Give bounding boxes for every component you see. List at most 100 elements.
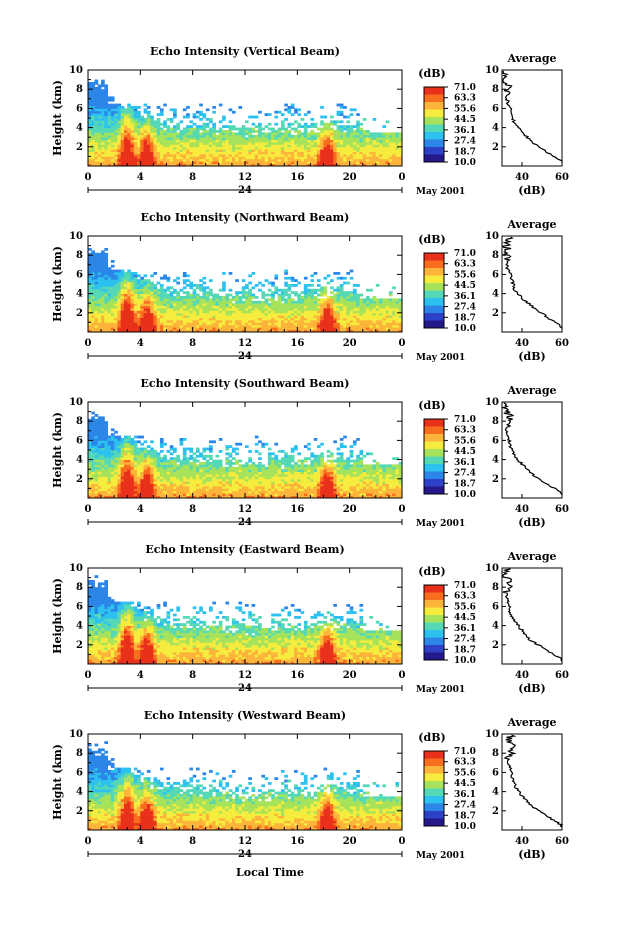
heatmap-cell	[290, 284, 295, 287]
heatmap-cell	[91, 312, 95, 316]
heatmap-cell	[202, 305, 207, 309]
heatmap-cell	[264, 132, 269, 136]
heatmap-cell	[133, 478, 138, 482]
heatmap-cell	[169, 462, 174, 465]
heatmap-cell	[156, 293, 161, 297]
heatmap-cell	[339, 300, 344, 304]
heatmap-cell	[395, 149, 400, 152]
heatmap-cell	[271, 127, 275, 131]
heatmap-cell	[382, 139, 387, 143]
heatmap-cell	[176, 312, 180, 316]
heatmap-cell	[222, 286, 226, 290]
heatmap-cell	[130, 279, 135, 282]
heatmap-cell	[143, 450, 148, 453]
heatmap-cell	[215, 293, 220, 297]
heatmap-cell	[215, 296, 220, 299]
heatmap-cell	[228, 127, 233, 131]
heatmap-cell	[176, 315, 180, 318]
heatmap-cell	[382, 161, 387, 164]
heatmap-cell	[209, 471, 213, 475]
heatmap-cell	[176, 161, 180, 164]
heatmap-cell	[91, 450, 95, 453]
heatmap-cell	[398, 303, 403, 306]
heatmap-cell	[215, 483, 220, 487]
heatmap-cell	[189, 315, 194, 318]
heatmap-cell	[238, 315, 243, 318]
heatmap-cell	[146, 454, 151, 458]
heatmap-cell	[235, 137, 239, 140]
heatmap-cell	[137, 329, 141, 333]
heatmap-cell	[127, 274, 131, 278]
heatmap-cell	[392, 303, 396, 306]
heatmap-cell	[225, 132, 230, 136]
heatmap-cell	[307, 151, 311, 155]
heatmap-cell	[143, 469, 148, 472]
heatmap-cell	[186, 308, 190, 311]
heatmap-cell	[235, 279, 239, 282]
heatmap-cell	[137, 144, 141, 148]
profile-frame	[501, 235, 563, 333]
heatmap-cell	[137, 139, 141, 143]
heatmap-cell	[173, 466, 177, 470]
heatmap-cell	[133, 298, 138, 302]
heatmap-cell	[153, 151, 158, 155]
heatmap-cell	[176, 305, 180, 309]
heatmap-cell	[182, 132, 187, 136]
heatmap-cell	[343, 322, 347, 326]
heatmap-cell	[326, 329, 331, 333]
heatmap-cell	[195, 286, 200, 290]
x-tick-label: 16	[290, 338, 304, 349]
heatmap-cell	[195, 158, 200, 162]
heatmap-cell	[346, 303, 351, 306]
heatmap-cell	[173, 142, 177, 145]
colorbar-label: 55.6	[454, 104, 476, 114]
heatmap-cell	[110, 163, 115, 167]
heatmap-cell	[287, 296, 292, 299]
heatmap-cell	[169, 158, 174, 162]
heatmap-cell	[186, 476, 190, 480]
heatmap-cell	[150, 137, 154, 140]
heatmap-cell	[123, 308, 128, 311]
heatmap-cell	[271, 149, 275, 152]
heatmap-cell	[114, 103, 118, 107]
heatmap-cell	[215, 158, 220, 162]
heatmap-cell	[209, 490, 213, 494]
heatmap-cell	[352, 308, 357, 311]
heatmap-cell	[120, 327, 125, 330]
heatmap-cell	[330, 296, 334, 299]
heatmap-cell	[375, 144, 380, 148]
heatmap-cell	[130, 478, 135, 482]
heatmap-cell	[107, 490, 112, 494]
heatmap-cell	[395, 163, 400, 167]
heatmap-cell	[107, 98, 112, 102]
heatmap-cell	[369, 305, 373, 309]
heatmap-cell	[91, 288, 95, 292]
heatmap-cell	[94, 483, 99, 487]
heatmap-cell	[176, 146, 180, 150]
heatmap-cell	[140, 139, 144, 143]
heatmap-cell	[310, 144, 315, 148]
heatmap-cell	[290, 312, 295, 316]
heatmap-cell	[97, 139, 102, 143]
heatmap-cell	[225, 495, 230, 499]
heatmap-cell	[179, 308, 184, 311]
heatmap-cell	[97, 272, 102, 275]
heatmap-cell	[212, 125, 216, 128]
heatmap-cell	[156, 154, 161, 157]
heatmap-cell	[195, 454, 200, 458]
heatmap-cell	[245, 127, 249, 131]
heatmap-cell	[215, 315, 220, 318]
heatmap-cell	[104, 450, 109, 453]
heatmap-cell	[228, 329, 233, 333]
heatmap-cell	[130, 274, 135, 278]
heatmap-cell	[392, 158, 396, 162]
heatmap-cell	[91, 108, 95, 112]
heatmap-cell	[313, 158, 318, 162]
heatmap-cell	[330, 120, 334, 124]
heatmap-cell	[114, 118, 118, 121]
heatmap-cell	[303, 134, 308, 138]
heatmap-cell	[205, 118, 210, 121]
heatmap-cell	[271, 329, 275, 333]
heatmap-cell	[104, 305, 109, 309]
heatmap-cell	[192, 478, 197, 482]
